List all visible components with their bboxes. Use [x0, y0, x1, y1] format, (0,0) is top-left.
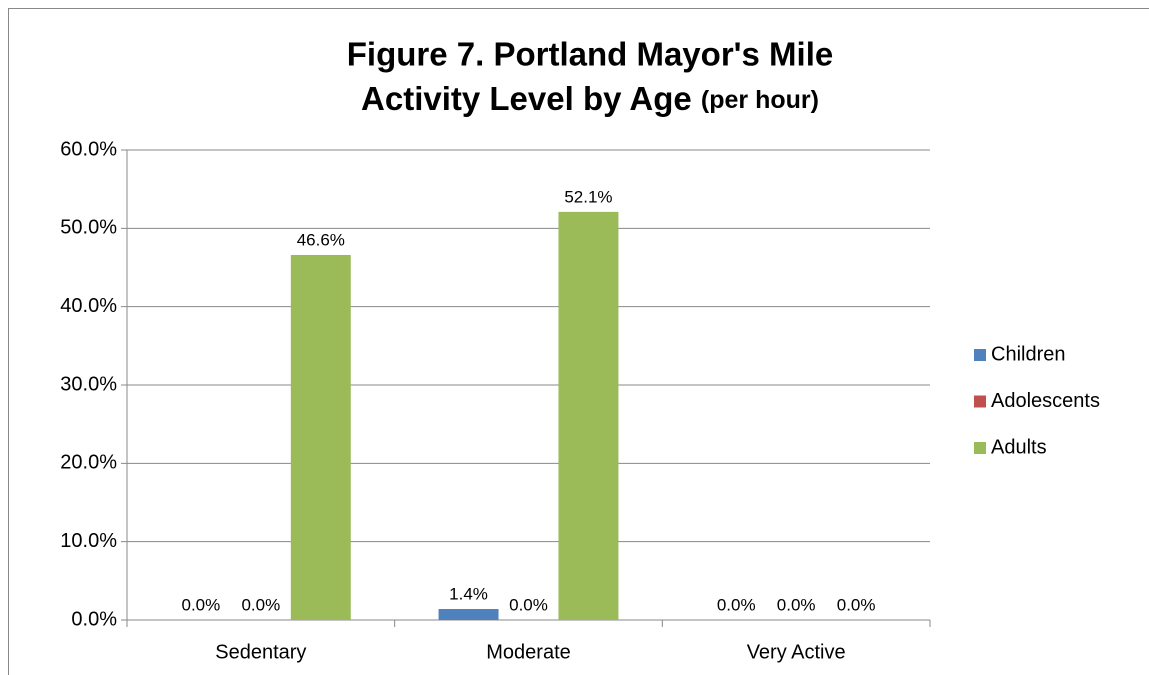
chart-title: Figure 7. Portland Mayor's Mile — [347, 36, 833, 73]
title-line: Activity Level by Age — [361, 80, 692, 117]
legend-label: Children — [991, 343, 1065, 365]
value-label: 0.0% — [777, 595, 816, 614]
y-tick-label: 0.0% — [71, 608, 117, 630]
y-tick-label: 20.0% — [60, 452, 117, 474]
value-label: 46.6% — [297, 230, 345, 249]
value-label: 0.0% — [241, 595, 280, 614]
bar — [438, 609, 499, 620]
chart-title: Activity Level by Age (per hour) — [361, 80, 819, 117]
legend-label: Adolescents — [991, 390, 1100, 412]
value-label: 52.1% — [564, 187, 612, 206]
value-label: 0.0% — [182, 595, 221, 614]
bar — [290, 254, 351, 620]
x-tick-label: Moderate — [486, 641, 571, 663]
x-tick-label: Sedentary — [215, 641, 306, 663]
y-tick-label: 10.0% — [60, 530, 117, 552]
y-tick-label: 50.0% — [60, 217, 117, 239]
legend-swatch — [974, 395, 986, 408]
legend-label: Adults — [991, 436, 1047, 458]
value-label: 1.4% — [449, 585, 488, 604]
legend-swatch — [974, 349, 986, 361]
value-label: 0.0% — [837, 595, 876, 614]
value-label: 0.0% — [509, 595, 548, 614]
x-tick-label: Very Active — [747, 641, 846, 663]
y-tick-label: 30.0% — [60, 373, 117, 395]
legend-swatch — [974, 442, 986, 454]
y-tick-label: 40.0% — [60, 295, 117, 317]
y-tick-label: 60.0% — [60, 138, 117, 160]
bar — [558, 211, 619, 620]
title-suffix: (per hour) — [701, 86, 819, 114]
value-label: 0.0% — [717, 595, 756, 614]
